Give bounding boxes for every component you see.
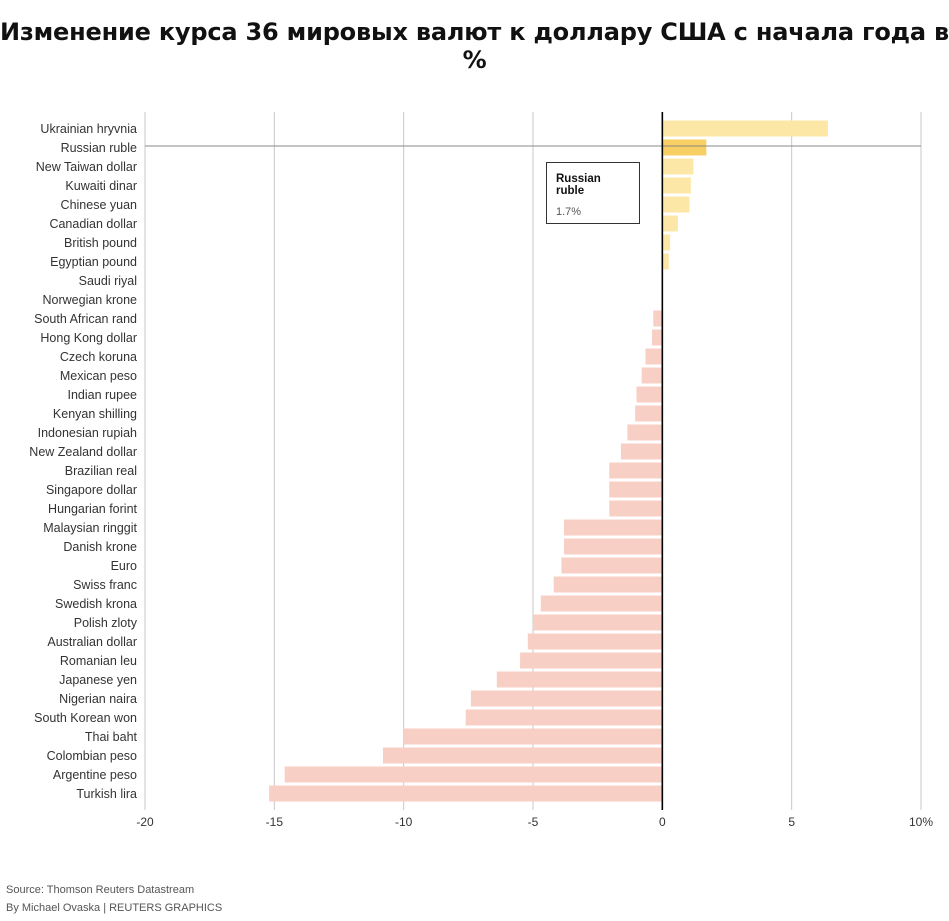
category-label-argentine-peso: Argentine peso: [53, 768, 137, 782]
category-label-egyptian-pound: Egyptian pound: [50, 255, 137, 269]
x-tick-label: 0: [659, 815, 666, 829]
category-label-japanese-yen: Japanese yen: [59, 673, 137, 687]
category-label-south-korean-won: South Korean won: [34, 711, 137, 725]
bar-chinese-yuan[interactable]: [662, 196, 690, 213]
bar-egyptian-pound[interactable]: [662, 253, 669, 270]
footer: Source: Thomson Reuters Datastream By Mi…: [6, 881, 222, 917]
category-label-danish-krone: Danish krone: [63, 540, 137, 554]
category-label-new-zealand-dollar: New Zealand dollar: [29, 445, 137, 459]
category-label-colombian-peso: Colombian peso: [47, 749, 137, 763]
category-label-euro: Euro: [111, 559, 137, 573]
bar-swiss-franc[interactable]: [553, 576, 663, 593]
category-label-kuwaiti-dinar: Kuwaiti dinar: [65, 179, 137, 193]
bar-south-african-rand[interactable]: [653, 310, 663, 327]
category-label-turkish-lira: Turkish lira: [76, 787, 137, 801]
x-tick-label: -15: [266, 815, 284, 829]
bar-nigerian-naira[interactable]: [470, 690, 663, 707]
bar-indonesian-rupiah[interactable]: [627, 424, 663, 441]
bar-turkish-lira[interactable]: [269, 785, 663, 802]
category-label-australian-dollar: Australian dollar: [47, 635, 137, 649]
bar-romanian-leu[interactable]: [520, 652, 663, 669]
category-label-indian-rupee: Indian rupee: [67, 388, 137, 402]
category-label-swiss-franc: Swiss franc: [73, 578, 137, 592]
bar-swedish-krona[interactable]: [540, 595, 663, 612]
bar-malaysian-ringgit[interactable]: [564, 519, 663, 536]
bar-kuwaiti-dinar[interactable]: [662, 177, 691, 194]
category-label-canadian-dollar: Canadian dollar: [49, 217, 137, 231]
bar-czech-koruna[interactable]: [645, 348, 663, 365]
source-note: Source: Thomson Reuters Datastream: [6, 884, 195, 896]
byline: By Michael Ovaska | REUTERS GRAPHICS: [6, 902, 223, 914]
category-label-chinese-yuan: Chinese yuan: [61, 198, 137, 212]
bar-polish-zloty[interactable]: [533, 614, 663, 631]
bar-japanese-yen[interactable]: [496, 671, 663, 688]
category-label-nigerian-naira: Nigerian naira: [59, 692, 137, 706]
bar-hungarian-forint[interactable]: [609, 500, 663, 517]
bar-new-zealand-dollar[interactable]: [620, 443, 663, 460]
x-tick-label: -20: [136, 815, 154, 829]
category-label-hungarian-forint: Hungarian forint: [48, 502, 137, 516]
bar-new-taiwan-dollar[interactable]: [662, 158, 694, 175]
bar-brazilian-real[interactable]: [609, 462, 663, 479]
bar-russian-ruble[interactable]: [662, 139, 707, 156]
category-label-swedish-krona: Swedish krona: [55, 597, 137, 611]
tooltip-value: 1.7%: [556, 206, 582, 218]
bar-british-pound[interactable]: [662, 234, 671, 251]
category-label-polish-zloty: Polish zloty: [74, 616, 138, 630]
bar-hong-kong-dollar[interactable]: [651, 329, 663, 346]
category-labels: Ukrainian hryvnia Russian ruble New Taiwan…: [29, 122, 137, 801]
x-axis-ticks: -20 -15 -10 -5 0 5 10%: [136, 815, 933, 829]
category-label-south-african-rand: South African rand: [34, 312, 137, 326]
bar-ukrainian-hryvnia[interactable]: [662, 120, 828, 137]
bar-indian-rupee[interactable]: [636, 386, 663, 403]
bar-australian-dollar[interactable]: [527, 633, 663, 650]
bar-kenyan-shilling[interactable]: [635, 405, 663, 422]
highlight-overlay: [145, 112, 921, 810]
bars: [269, 120, 828, 802]
tooltip-name: Russian ruble: [556, 173, 601, 197]
category-label-russian-ruble: Russian ruble: [61, 141, 137, 155]
chart-title: Изменение курса 36 мировых валют к долла…: [0, 18, 949, 74]
category-label-hong-kong-dollar: Hong Kong dollar: [40, 331, 137, 345]
bar-mexican-peso[interactable]: [641, 367, 663, 384]
category-label-saudi-riyal: Saudi riyal: [79, 274, 137, 288]
bar-canadian-dollar[interactable]: [662, 215, 678, 232]
category-label-singapore-dollar: Singapore dollar: [46, 483, 137, 497]
category-label-czech-koruna: Czech koruna: [60, 350, 137, 364]
bar-south-korean-won[interactable]: [465, 709, 663, 726]
x-tick-label: 10%: [909, 815, 933, 829]
category-label-norwegian-krone: Norwegian krone: [43, 293, 138, 307]
category-label-thai-baht: Thai baht: [85, 730, 138, 744]
x-tick-label: -10: [395, 815, 413, 829]
category-label-mexican-peso: Mexican peso: [60, 369, 137, 383]
category-label-romanian-leu: Romanian leu: [60, 654, 137, 668]
bar-colombian-peso[interactable]: [382, 747, 663, 764]
category-label-brazilian-real: Brazilian real: [65, 464, 137, 478]
category-label-british-pound: British pound: [64, 236, 137, 250]
bar-thai-baht[interactable]: [403, 728, 663, 745]
x-tick-label: -5: [528, 815, 539, 829]
category-label-kenyan-shilling: Kenyan shilling: [53, 407, 137, 421]
bar-euro[interactable]: [561, 557, 663, 574]
category-label-ukrainian-hryvnia: Ukrainian hryvnia: [40, 122, 137, 136]
bar-singapore-dollar[interactable]: [609, 481, 663, 498]
bar-danish-krone[interactable]: [564, 538, 663, 555]
category-label-malaysian-ringgit: Malaysian ringgit: [43, 521, 137, 535]
category-label-indonesian-rupiah: Indonesian rupiah: [38, 426, 137, 440]
x-tick-label: 5: [788, 815, 795, 829]
bar-argentine-peso[interactable]: [284, 766, 663, 783]
category-label-new-taiwan-dollar: New Taiwan dollar: [36, 160, 137, 174]
tooltip: Russian ruble 1.7%: [546, 162, 640, 224]
